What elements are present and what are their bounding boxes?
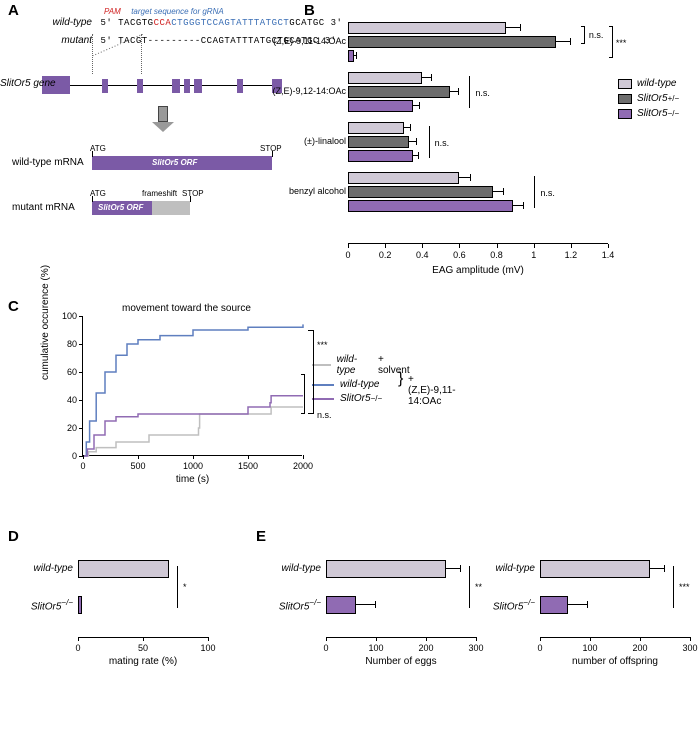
- gene-name: SlitOr5 gene: [0, 78, 56, 89]
- mut-mrna-row: mutant mRNA ATG frameshift STOP SlitOr5 …: [12, 199, 292, 217]
- plot-title: movement toward the source: [122, 303, 251, 314]
- x-axis-title: EAG amplitude (mV): [432, 265, 524, 276]
- panel-a-label: A: [8, 2, 19, 19]
- y-axis-label: cumulative occurence (%): [40, 265, 51, 380]
- panel-d: D wild-typeSlitOr5−/−050100mating rate (…: [12, 530, 252, 700]
- panel-b-legend: wild-typeSlitOr5+/−SlitOr5−/−: [618, 78, 679, 123]
- sig-bracket-c-outer: [308, 330, 314, 414]
- zoom-lines: [92, 34, 142, 74]
- panel-e-plot-offspring: wild-typeSlitOr5−/−0100200300number of o…: [540, 548, 690, 638]
- sig-bottom: n.s.: [317, 410, 332, 420]
- x-axis-label: time (s): [176, 474, 209, 485]
- panel-d-label: D: [8, 528, 19, 545]
- sig-bracket-c-inner: [301, 374, 305, 414]
- panel-e-plot-eggs: wild-typeSlitOr5−/−0100200300Number of e…: [326, 548, 476, 638]
- panel-b-axis: 00.20.40.60.811.21.4 EAG amplitude (mV) …: [348, 14, 608, 244]
- panel-b: B 00.20.40.60.811.21.4 EAG amplitude (mV…: [308, 4, 688, 284]
- arrow-down-icon: [152, 106, 174, 132]
- panel-c: C movement toward the source cumulative …: [12, 300, 412, 490]
- panel-e-label: E: [256, 528, 266, 545]
- sig-top: ***: [317, 340, 328, 350]
- panel-e: E wild-typeSlitOr5−/−0100200300Number of…: [260, 530, 690, 700]
- panel-d-plot: wild-typeSlitOr5−/−050100mating rate (%)…: [78, 548, 208, 638]
- panel-b-label: B: [304, 2, 315, 19]
- wt-mrna-row: wild-type mRNA ATG STOP SlitOr5 ORF: [12, 154, 292, 172]
- panel-c-legend: wild-type+ solventwild-typeSlitOr5−/−}+ …: [312, 354, 412, 407]
- panel-c-label: C: [8, 298, 19, 315]
- panel-c-plot: 020406080100 0500100015002000 time (s): [82, 316, 302, 456]
